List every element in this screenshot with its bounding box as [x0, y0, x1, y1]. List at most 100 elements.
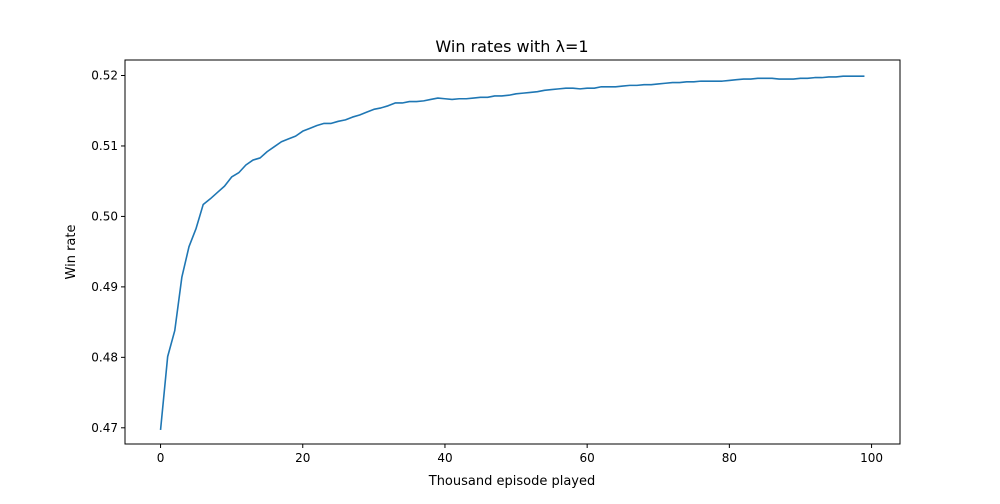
- data-point: [330, 123, 332, 125]
- data-point: [366, 111, 368, 113]
- x-tick-label: 40: [437, 451, 452, 465]
- x-tick-label: 80: [722, 451, 737, 465]
- data-point: [864, 75, 866, 77]
- series-layer: [159, 75, 866, 430]
- data-point: [608, 86, 610, 88]
- series-line: [159, 75, 865, 430]
- x-tick-label: 100: [860, 451, 883, 465]
- data-point: [551, 89, 553, 91]
- data-point: [764, 78, 766, 80]
- data-point: [828, 76, 830, 78]
- data-point: [437, 97, 439, 99]
- chart-title: Win rates with λ=1: [435, 37, 588, 56]
- data-point: [672, 82, 674, 84]
- data-point: [359, 114, 361, 116]
- data-point: [857, 75, 859, 77]
- data-point: [188, 246, 190, 248]
- data-point: [586, 87, 588, 89]
- data-point: [302, 130, 304, 132]
- data-point: [480, 97, 482, 99]
- data-point: [842, 75, 844, 77]
- y-tick-label: 0.47: [91, 421, 118, 435]
- data-point: [423, 100, 425, 102]
- data-point: [259, 157, 261, 159]
- data-point: [537, 91, 539, 93]
- data-point: [814, 77, 816, 79]
- data-point: [295, 135, 297, 137]
- data-point: [721, 80, 723, 82]
- data-point: [778, 78, 780, 80]
- data-point: [807, 78, 809, 80]
- data-point: [202, 204, 204, 206]
- data-point: [444, 98, 446, 100]
- data-point: [579, 88, 581, 90]
- data-point: [785, 78, 787, 80]
- data-point: [316, 125, 318, 127]
- data-point: [522, 92, 524, 94]
- data-point: [266, 151, 268, 153]
- data-point: [238, 172, 240, 174]
- data-point: [487, 97, 489, 99]
- data-point: [686, 81, 688, 83]
- data-point: [373, 109, 375, 111]
- data-point: [700, 80, 702, 82]
- data-point: [245, 164, 247, 166]
- data-point: [743, 78, 745, 80]
- data-point: [401, 102, 403, 104]
- x-axis-label: Thousand episode played: [428, 474, 595, 489]
- data-point: [729, 80, 731, 82]
- data-point: [458, 98, 460, 100]
- data-point: [544, 89, 546, 91]
- data-point: [494, 95, 496, 97]
- y-tick-label: 0.51: [91, 139, 118, 153]
- data-point: [217, 192, 219, 194]
- data-point: [473, 97, 475, 99]
- data-point: [508, 94, 510, 96]
- data-point: [501, 95, 503, 97]
- data-point: [707, 80, 709, 82]
- data-point: [338, 120, 340, 122]
- data-point: [736, 79, 738, 81]
- data-point: [174, 330, 176, 332]
- y-tick-label: 0.48: [91, 350, 118, 364]
- data-point: [231, 176, 233, 178]
- x-tick-label: 60: [580, 451, 595, 465]
- x-tick-label: 0: [157, 451, 165, 465]
- data-point: [615, 86, 617, 88]
- data-point: [224, 185, 226, 187]
- data-point: [650, 84, 652, 86]
- data-point: [572, 87, 574, 89]
- data-point: [622, 85, 624, 87]
- x-tick-label: 20: [295, 451, 310, 465]
- data-point: [323, 123, 325, 125]
- data-point: [394, 102, 396, 104]
- y-axis-ticks: 0.47 0.48 0.49 0.50 0.51 0.52: [91, 69, 125, 435]
- data-point: [771, 78, 773, 80]
- data-point: [167, 356, 169, 358]
- data-point: [288, 138, 290, 140]
- data-point: [195, 228, 197, 230]
- data-point: [416, 101, 418, 103]
- data-point: [352, 116, 354, 118]
- data-point: [451, 99, 453, 101]
- data-point: [274, 146, 276, 148]
- data-point: [515, 93, 517, 95]
- data-point: [835, 76, 837, 78]
- data-point: [643, 84, 645, 86]
- data-point: [465, 98, 467, 100]
- data-point: [593, 87, 595, 89]
- data-point: [757, 78, 759, 80]
- data-point: [821, 77, 823, 79]
- y-axis-label: Win rate: [64, 225, 79, 280]
- data-point: [181, 276, 183, 278]
- data-point: [210, 198, 212, 200]
- data-point: [849, 75, 851, 77]
- data-point: [636, 85, 638, 87]
- data-point: [565, 87, 567, 89]
- data-point: [693, 81, 695, 83]
- data-point: [409, 101, 411, 103]
- data-point: [558, 88, 560, 90]
